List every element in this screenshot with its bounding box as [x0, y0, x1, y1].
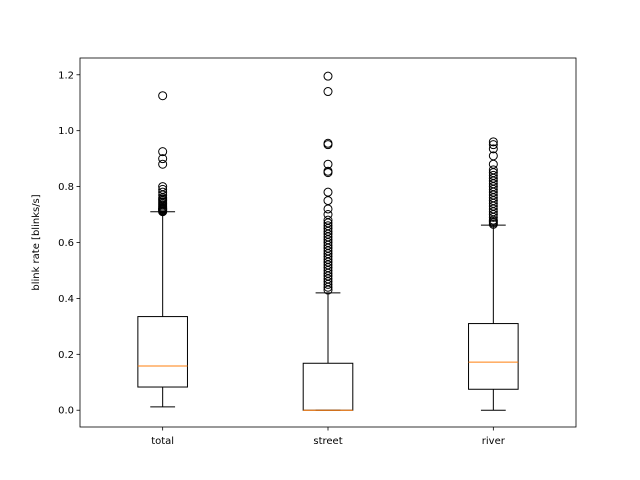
box-iqr-street [302, 362, 354, 411]
y-tick-label: 1.0 [58, 126, 74, 137]
outlier-point [323, 187, 333, 197]
outlier-point [158, 184, 168, 194]
outlier-point [488, 137, 498, 147]
box-iqr-total [137, 316, 188, 388]
y-tick-label: 0.2 [58, 350, 74, 361]
outlier-point [488, 151, 498, 161]
outlier-point [488, 170, 498, 180]
outlier-point [158, 91, 168, 101]
outlier-point [323, 138, 333, 148]
outlier-point [323, 210, 333, 220]
outlier-point [323, 196, 333, 206]
y-axis-label: blink rate [blinks/s] [31, 194, 42, 290]
y-tick-label: 0.4 [58, 294, 74, 305]
axes-frame [79, 57, 577, 428]
outlier-point [323, 215, 333, 225]
outlier-point [323, 204, 333, 214]
x-tick-label: river [482, 436, 506, 447]
outlier-point [488, 144, 498, 154]
outlier-point [323, 71, 333, 81]
x-tick-label: street [313, 436, 342, 447]
outlier-point [323, 87, 333, 97]
outlier-point [488, 159, 498, 169]
outlier-point [158, 154, 168, 164]
y-tick-label: 0.8 [58, 182, 74, 193]
y-tick-label: 1.2 [58, 70, 74, 81]
outlier-point [323, 159, 333, 169]
outlier-point [158, 159, 168, 169]
x-tick-label: total [151, 436, 174, 447]
outlier-point [488, 165, 498, 175]
outlier-point [158, 187, 168, 197]
plot-area: 0.0 0.2 0.4 0.6 0.8 1.0 1.2 total street river [58, 57, 577, 447]
outlier-point [323, 166, 333, 176]
box-iqr-river [468, 323, 519, 390]
y-tick-label: 0.6 [58, 238, 74, 249]
outlier-point [158, 147, 168, 157]
outlier-point [323, 221, 333, 231]
y-tick-label: 0.0 [58, 406, 74, 417]
outlier-point [158, 182, 168, 192]
outlier-point [488, 140, 498, 150]
